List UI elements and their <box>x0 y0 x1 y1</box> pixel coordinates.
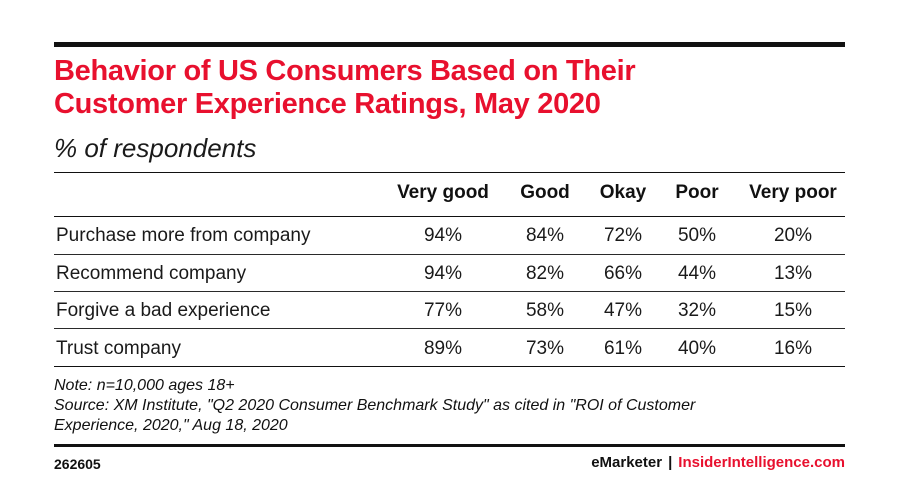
column-header: Very good <box>397 182 489 203</box>
table-cell: 94% <box>423 263 463 284</box>
table-cell: 82% <box>525 263 565 284</box>
table-cell: 40% <box>677 338 717 359</box>
source-line-2: Experience, 2020," Aug 18, 2020 <box>54 417 288 434</box>
table-cell: 50% <box>677 225 717 246</box>
row-label: Trust company <box>56 338 181 359</box>
chart-subtitle: % of respondents <box>54 133 257 163</box>
column-header: Okay <box>599 182 647 203</box>
table-cell: 94% <box>423 225 463 246</box>
table-cell: 89% <box>423 338 463 359</box>
column-header: Poor <box>675 182 719 203</box>
table-cell: 32% <box>677 300 717 321</box>
row-label: Purchase more from company <box>56 225 311 246</box>
column-header: Good <box>520 182 570 203</box>
chart-title: Behavior of US Consumers Based on Their … <box>54 55 845 121</box>
chart-id: 262605 <box>54 456 101 472</box>
brand-emarketer: eMarketer <box>591 454 663 471</box>
table-cell: 84% <box>525 225 565 246</box>
table-cell: 66% <box>603 263 643 284</box>
notes-block: Note: n=10,000 ages 18+ Source: XM Insti… <box>54 376 845 436</box>
row-divider-2 <box>54 291 845 292</box>
table-cell: 73% <box>525 338 565 359</box>
row-label: Forgive a bad experience <box>56 300 271 321</box>
table-bottom-rule <box>54 366 845 367</box>
top-rule <box>54 42 845 47</box>
table-cell: 58% <box>525 300 565 321</box>
table-cell: 44% <box>677 263 717 284</box>
table-cell: 20% <box>773 225 813 246</box>
table-cell: 47% <box>603 300 643 321</box>
title-line-2: Customer Experience Ratings, May 2020 <box>54 88 601 120</box>
table-cell: 16% <box>773 338 813 359</box>
table-cell: 72% <box>603 225 643 246</box>
table-cell: 61% <box>603 338 643 359</box>
footer-brand: eMarketer | InsiderIntelligence.com <box>591 454 845 472</box>
brand-site-link[interactable]: InsiderIntelligence.com <box>678 454 845 471</box>
header-bottom-rule <box>54 216 845 217</box>
row-divider-3 <box>54 328 845 329</box>
source-line-1: Source: XM Institute, "Q2 2020 Consumer … <box>54 397 696 414</box>
header-top-rule <box>54 172 845 173</box>
row-divider-1 <box>54 254 845 255</box>
column-header: Very poor <box>749 182 837 203</box>
brand-separator: | <box>668 454 673 471</box>
table-cell: 13% <box>773 263 813 284</box>
row-label: Recommend company <box>56 263 247 284</box>
table-cell: 15% <box>773 300 813 321</box>
note-text: Note: n=10,000 ages 18+ <box>54 377 235 394</box>
bottom-rule <box>54 444 845 447</box>
table-cell: 77% <box>423 300 463 321</box>
title-line-1: Behavior of US Consumers Based on Their <box>54 55 636 87</box>
